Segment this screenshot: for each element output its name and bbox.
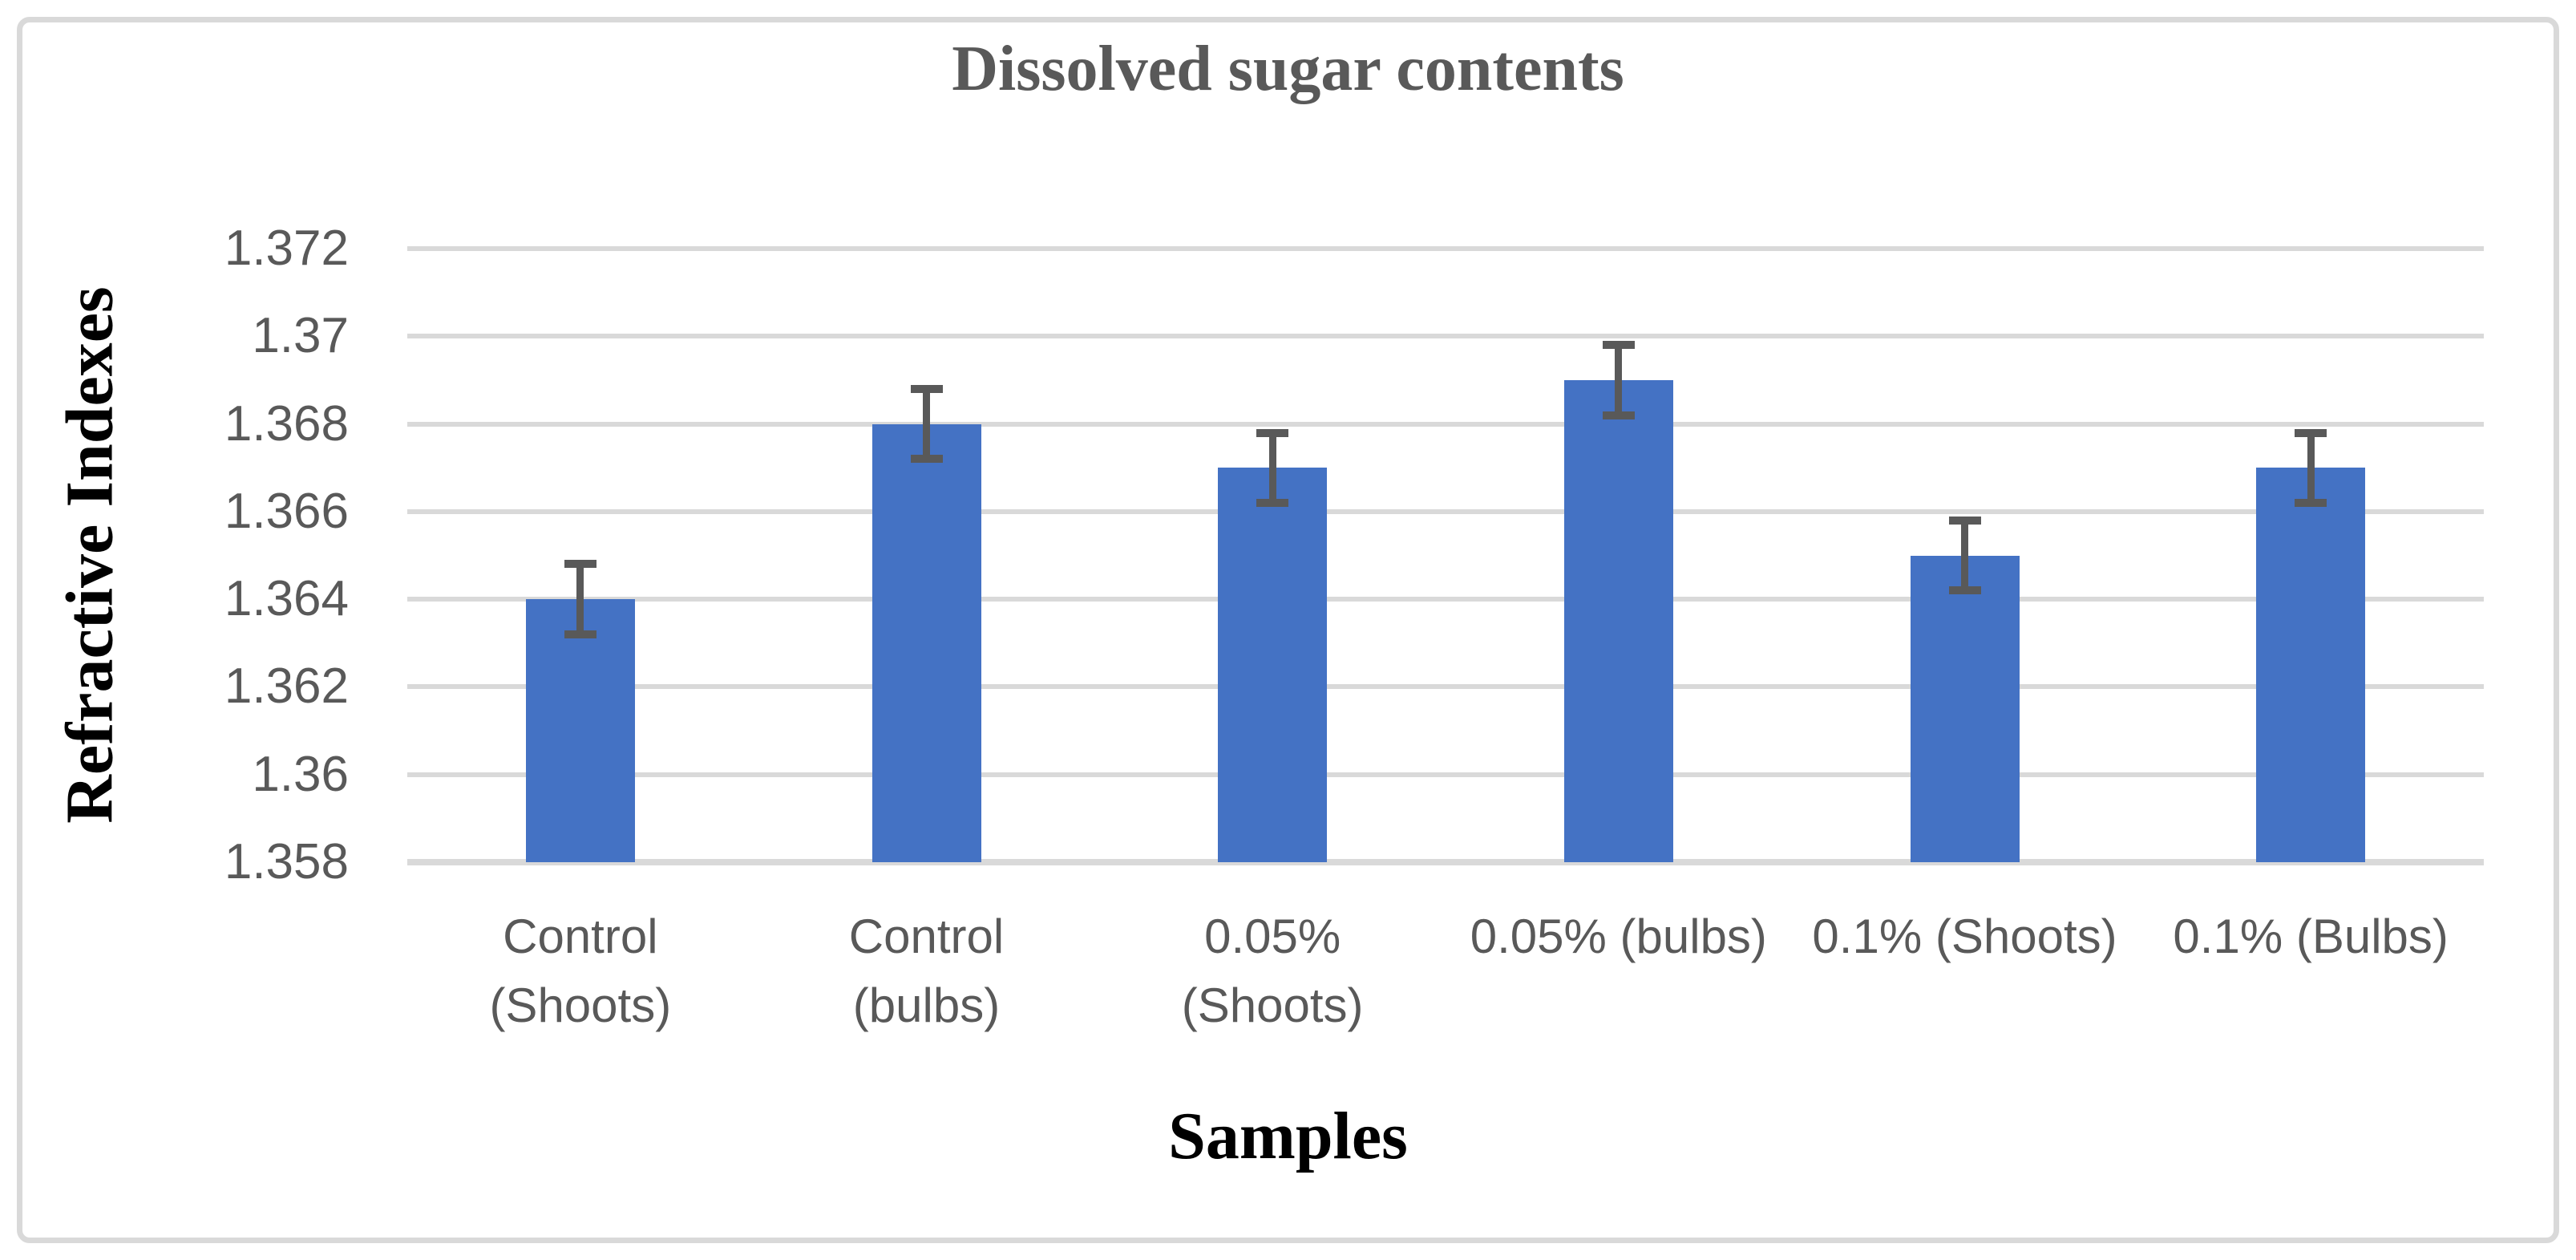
x-category-label-line: (Shoots): [1181, 978, 1364, 1032]
y-tick-label: 1.364: [224, 571, 349, 627]
error-bar-line: [1268, 432, 1276, 503]
x-category-label: Control (Shoots): [407, 902, 754, 1040]
x-category-label-line: (Shoots): [489, 978, 672, 1032]
error-bar-cap-bottom: [564, 630, 596, 638]
gridline: [407, 597, 2484, 602]
x-category-label: 0.1% (Shoots): [1792, 902, 2138, 971]
error-bar-line: [576, 564, 584, 634]
error-bar-cap-bottom: [1602, 411, 1635, 419]
error-bar-line: [923, 388, 930, 460]
x-category-label-line: Control: [848, 910, 1005, 963]
y-tick-label: 1.366: [224, 483, 349, 539]
error-bar-cap-bottom: [2295, 498, 2327, 507]
chart-title: Dissolved sugar contents: [952, 34, 1624, 104]
x-category-label: 0.05% (bulbs): [1446, 902, 1792, 971]
error-bar-line: [1961, 520, 1968, 591]
x-category-label: 0.1% (Bulbs): [2137, 902, 2484, 971]
gridline: [407, 334, 2484, 339]
x-category-label-line: Control: [503, 910, 658, 963]
x-axis-title: Samples: [1168, 1099, 1408, 1173]
y-tick-label: 1.358: [224, 834, 349, 889]
gridline: [407, 772, 2484, 777]
bar: [1910, 555, 2020, 862]
gridline: [407, 508, 2484, 514]
y-tick-label: 1.36: [252, 746, 349, 802]
error-bar-cap-top: [1602, 341, 1635, 350]
error-bar-line: [2307, 432, 2315, 503]
x-category-label-line: 0.05%: [1204, 910, 1341, 963]
error-bar-cap-top: [1948, 516, 1981, 525]
x-category-label-line: 0.1% (Shoots): [1812, 910, 2117, 963]
error-bar-cap-bottom: [1948, 586, 1981, 595]
y-tick-label: 1.362: [224, 658, 349, 715]
x-category-label-line: 0.05% (bulbs): [1470, 910, 1767, 963]
error-bar-cap-top: [564, 560, 596, 569]
x-category-label-line: (bulbs): [852, 978, 1001, 1032]
bar: [1218, 468, 1328, 862]
error-bar-cap-top: [910, 384, 943, 393]
y-tick-label: 1.368: [224, 395, 349, 452]
error-bar-line: [1615, 345, 1623, 415]
gridline: [407, 684, 2484, 690]
x-category-label: 0.05% (Shoots): [1099, 902, 1446, 1040]
y-axis-title: Refractive Indexes: [52, 286, 127, 824]
error-bar-cap-bottom: [1256, 498, 1289, 507]
error-bar-cap-bottom: [910, 455, 943, 464]
bar: [871, 423, 981, 862]
y-tick-label: 1.37: [252, 308, 349, 364]
gridline: [407, 246, 2484, 251]
bar: [1563, 379, 1673, 862]
error-bar-cap-top: [2295, 428, 2327, 437]
bar: [2256, 468, 2366, 862]
gridline: [407, 421, 2484, 427]
x-category-label-line: 0.1% (Bulbs): [2173, 910, 2449, 963]
x-category-label: Control (bulbs): [754, 902, 1100, 1040]
error-bar-cap-top: [1256, 428, 1289, 437]
bar: [525, 599, 635, 862]
y-tick-label: 1.372: [224, 221, 349, 276]
gridline: [407, 859, 2484, 865]
chart-border: [17, 17, 2559, 1243]
